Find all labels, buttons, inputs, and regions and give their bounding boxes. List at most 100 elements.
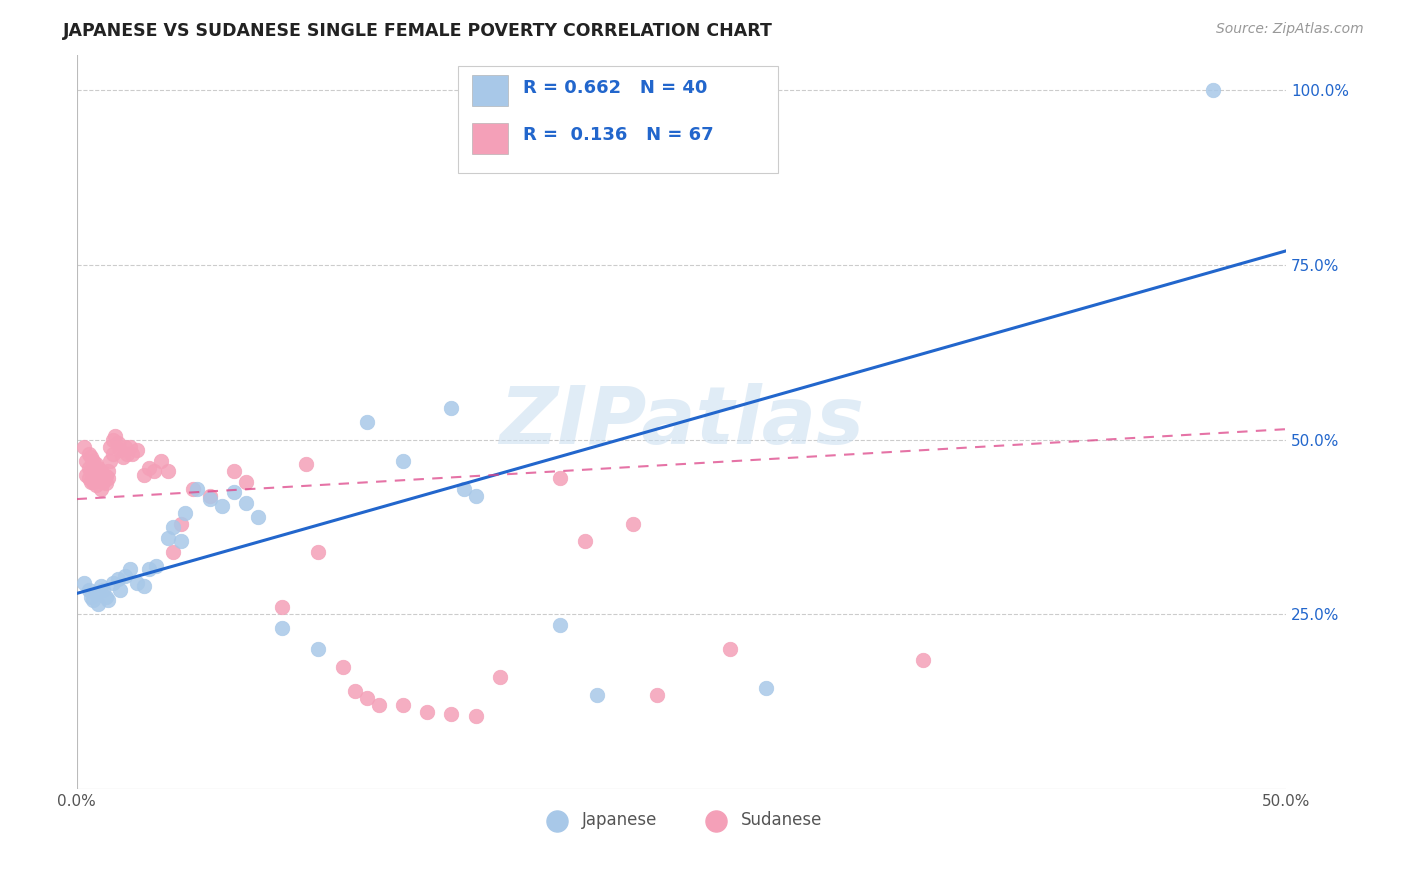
Point [80,450,103,464]
Point [138,562,160,576]
Point [73,440,96,454]
Point [101,433,124,447]
Point [80,464,103,478]
Point [100,440,122,454]
Point [84,467,107,482]
Point [91,582,114,597]
Legend: Japanese, Sudanese: Japanese, Sudanese [534,805,828,836]
Point [198,492,221,507]
Point [121,447,143,461]
Point [108,582,131,597]
Point [174,506,197,520]
FancyBboxPatch shape [472,123,509,153]
Point [222,464,245,478]
Point [107,573,129,587]
Point [77,447,100,461]
Point [91,467,114,482]
Point [125,576,148,591]
Point [77,471,100,485]
Point [118,440,141,454]
Point [222,485,245,500]
FancyBboxPatch shape [457,66,778,172]
Point [97,593,120,607]
Text: Source: ZipAtlas.com: Source: ZipAtlas.com [1216,22,1364,37]
Point [108,443,131,458]
Point [107,436,129,450]
Point [550,471,572,485]
Point [157,464,180,478]
Point [169,534,191,549]
Point [464,489,486,503]
Point [82,464,104,478]
Point [246,509,269,524]
Point [912,653,935,667]
Point [94,590,117,604]
Point [104,429,127,443]
Point [181,482,204,496]
Point [77,582,100,597]
Point [198,489,221,503]
Point [100,453,122,467]
Point [90,579,112,593]
Point [169,516,191,531]
Point [82,475,104,489]
Point [90,473,112,487]
Point [453,482,475,496]
Point [101,447,124,461]
Text: ZIPatlas: ZIPatlas [499,384,863,461]
Point [87,597,110,611]
Point [464,708,486,723]
Point [97,464,120,478]
Point [75,453,97,467]
Point [271,600,294,615]
Point [307,642,329,657]
Point [585,688,607,702]
Point [186,482,208,496]
Point [150,453,173,467]
Point [111,450,134,464]
Point [367,698,389,713]
Point [392,453,415,467]
Point [142,464,165,478]
Point [134,579,156,593]
Point [356,691,378,706]
Point [73,576,96,591]
Point [114,440,136,454]
Point [271,622,294,636]
Point [307,544,329,558]
Point [138,460,160,475]
Text: JAPANESE VS SUDANESE SINGLE FEMALE POVERTY CORRELATION CHART: JAPANESE VS SUDANESE SINGLE FEMALE POVER… [63,22,773,40]
Point [356,415,378,429]
Point [550,618,572,632]
Point [84,586,107,600]
Point [117,447,139,461]
Point [145,558,167,573]
Point [80,590,103,604]
Point [211,499,233,513]
Point [718,642,741,657]
Point [235,495,257,509]
Point [80,475,103,489]
Point [97,471,120,485]
Point [1202,83,1225,97]
Point [332,660,354,674]
Point [162,520,184,534]
Point [94,469,117,483]
Point [621,516,644,531]
Point [235,475,257,489]
Text: R = 0.662   N = 40: R = 0.662 N = 40 [523,78,707,96]
Point [94,475,117,490]
Point [101,576,124,591]
Point [295,457,318,471]
Point [134,467,156,482]
Point [75,467,97,482]
Point [90,464,112,478]
Point [416,706,439,720]
Point [645,688,668,702]
Point [87,471,110,485]
Point [91,475,114,489]
Point [440,706,463,721]
Point [90,482,112,496]
Point [392,698,415,713]
Point [574,534,596,549]
